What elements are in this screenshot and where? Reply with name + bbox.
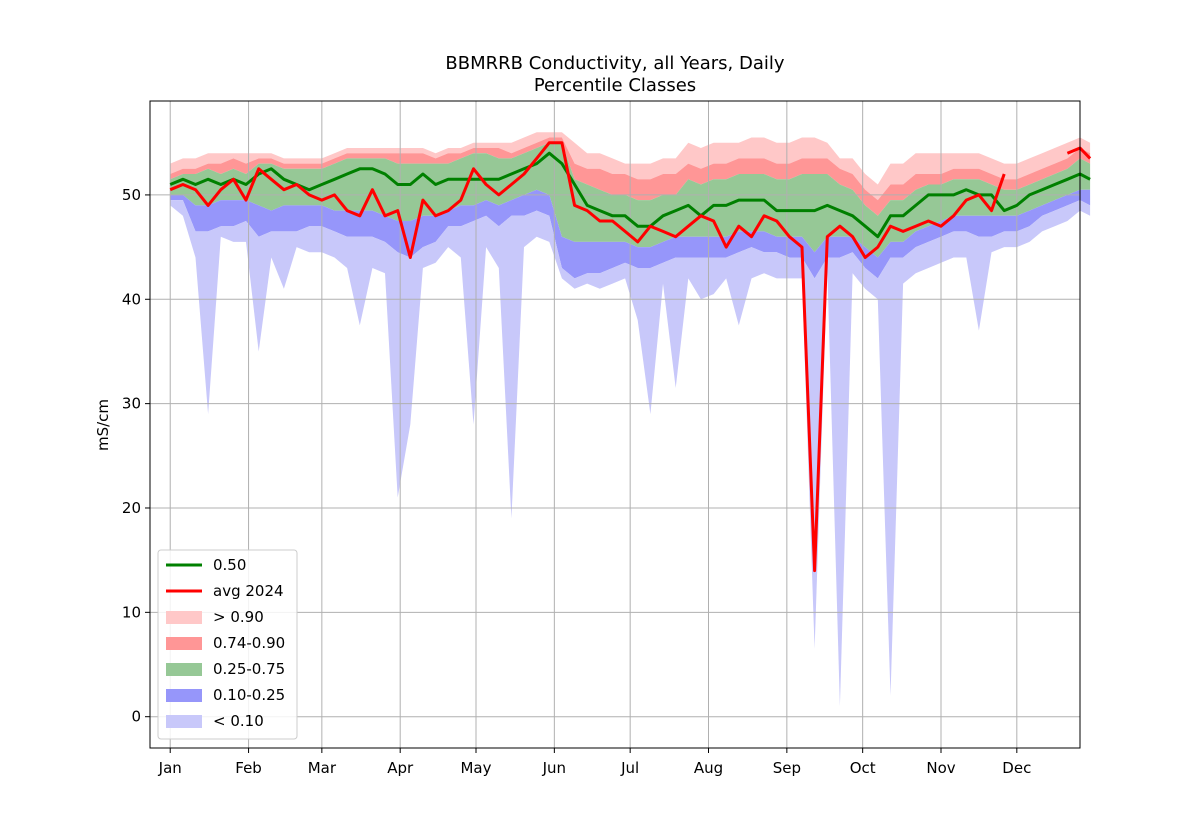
legend-patch-swatch xyxy=(166,611,202,624)
legend-label: 0.10-0.25 xyxy=(213,686,285,704)
y-tick-label: 30 xyxy=(122,395,141,413)
legend-label: 0.25-0.75 xyxy=(213,660,285,678)
x-tick-label: Feb xyxy=(235,759,262,777)
x-tick-label: Aug xyxy=(694,759,723,777)
legend-label: < 0.10 xyxy=(213,712,264,730)
x-tick-label: Jan xyxy=(158,759,182,777)
chart-subtitle: Percentile Classes xyxy=(534,75,696,96)
y-axis-ticks: 0 10 20 30 40 50 xyxy=(122,186,150,726)
plot-frame xyxy=(149,100,1081,749)
legend-label: 0.74-0.90 xyxy=(213,634,285,652)
chart-title: BBMRRB Conductivity, all Years, Daily xyxy=(445,53,784,74)
y-tick-label: 20 xyxy=(122,499,141,517)
legend-label: 0.50 xyxy=(213,556,246,574)
x-tick-label: Jul xyxy=(620,759,639,777)
band-10-25 xyxy=(170,189,1091,279)
median-line xyxy=(169,151,1091,239)
y-tick-label: 0 xyxy=(131,708,141,726)
x-tick-label: Oct xyxy=(850,759,876,777)
legend: 0.50 avg 2024 > 0.90 0.74-0.90 0.25-0.75 0.10… xyxy=(157,549,298,740)
x-axis-ticks: Jan Feb Mar Apr May Jun Jul Aug Sep Oct Nov Dec xyxy=(158,748,1031,777)
legend-label: avg 2024 xyxy=(213,582,284,600)
x-tick-label: Mar xyxy=(308,759,337,777)
x-tick-label: Dec xyxy=(1002,759,1031,777)
y-axis-label: mS/cm xyxy=(94,399,112,451)
grid-lines xyxy=(150,101,1080,748)
x-tick-label: May xyxy=(460,759,491,777)
x-tick-label: Jun xyxy=(542,759,566,777)
legend-patch-swatch xyxy=(166,715,202,728)
y-tick-label: 10 xyxy=(122,603,141,621)
y-tick-label: 40 xyxy=(122,290,141,308)
legend-label: > 0.90 xyxy=(213,608,264,626)
legend-patch-swatch xyxy=(166,637,202,650)
y-tick-label: 50 xyxy=(122,186,141,204)
legend-patch-swatch xyxy=(166,689,202,702)
legend-patch-swatch xyxy=(166,663,202,676)
x-tick-label: Apr xyxy=(387,759,414,777)
x-tick-label: Sep xyxy=(773,759,801,777)
x-tick-label: Nov xyxy=(926,759,955,777)
